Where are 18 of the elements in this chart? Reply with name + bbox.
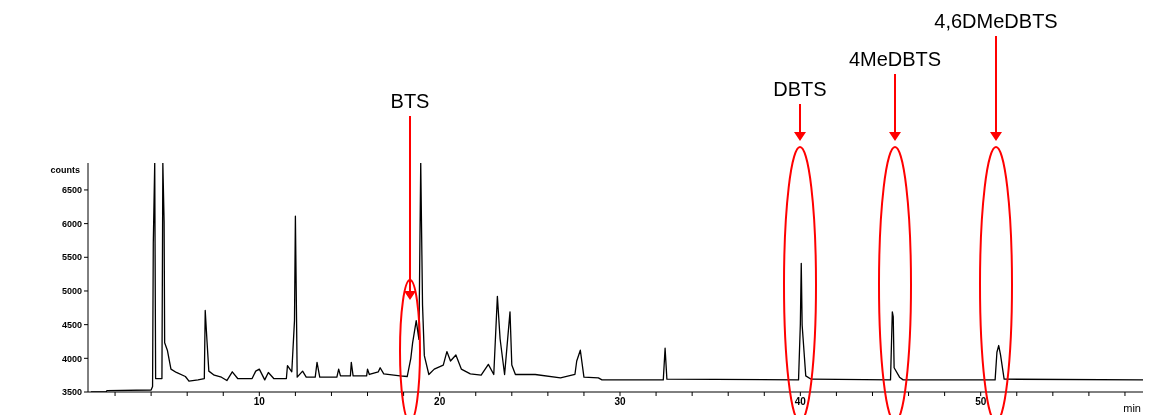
- y-tick-label: 4500: [61, 319, 82, 330]
- text: 4MeDBTS: [848, 48, 942, 70]
- x-tick-label: 50: [975, 396, 987, 408]
- y-axis-title: counts: [50, 165, 80, 175]
- x-tick-label: 10: [253, 396, 266, 408]
- y-tick-label: 5000: [61, 286, 82, 297]
- y-tick-label: 6500: [61, 185, 82, 196]
- text: DBTS: [773, 78, 827, 100]
- x-tick-label: 20: [434, 396, 446, 408]
- text: BTS: [390, 90, 430, 112]
- y-tick-label: 3500: [61, 387, 82, 398]
- x-tick-label: 30: [614, 396, 627, 408]
- y-tick-label: 4000: [61, 353, 82, 364]
- y-tick-label: 5500: [61, 252, 82, 263]
- text: 4,6DMeDBTS: [934, 10, 1058, 32]
- x-tick-label: 40: [794, 396, 807, 408]
- x-axis-title: min: [1123, 402, 1141, 414]
- y-tick-label: 6000: [61, 218, 82, 229]
